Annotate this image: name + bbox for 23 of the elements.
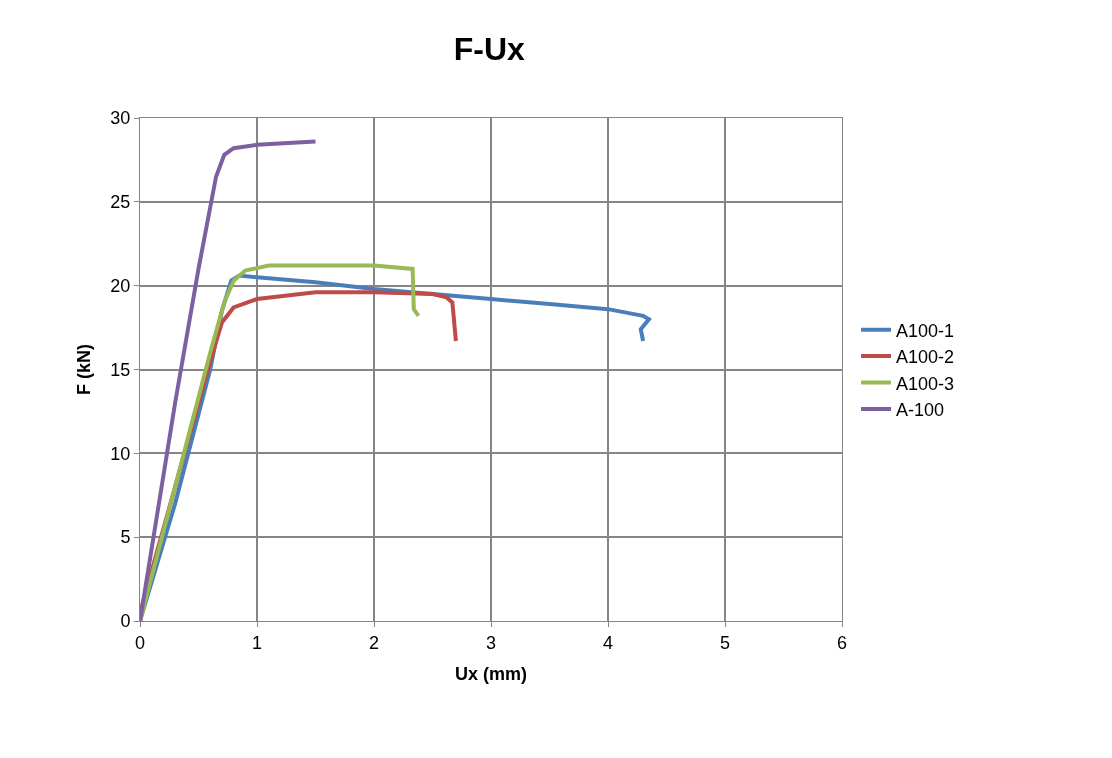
y-tick-label: 20 (110, 275, 131, 296)
y-tick-label: 10 (110, 443, 131, 464)
x-tick-label: 6 (836, 632, 848, 653)
legend-label: A100-2 (896, 347, 955, 368)
line-series (140, 139, 318, 621)
x-tick-label: 3 (485, 632, 497, 653)
y-axis-title: F (kN) (73, 344, 94, 395)
y-tick-label: 25 (110, 192, 131, 213)
y-tick-label: 30 (110, 108, 131, 129)
x-tick-label: 4 (602, 632, 614, 653)
y-tick-label: 5 (120, 527, 131, 548)
line-series (140, 263, 421, 621)
x-tick-label: 2 (368, 632, 380, 653)
y-tick-label: 0 (120, 611, 131, 632)
x-tick-label: 5 (719, 632, 731, 653)
x-axis-title: Ux (mm) (454, 663, 528, 684)
x-tick-label: 0 (134, 632, 146, 653)
legend-label: A100-1 (896, 320, 955, 341)
chart-title: F-Ux (453, 31, 526, 68)
y-tick-label: 15 (110, 359, 131, 380)
x-tick-label: 1 (251, 632, 263, 653)
legend-label: A100-3 (896, 373, 955, 394)
legend-label: A-100 (896, 399, 945, 420)
